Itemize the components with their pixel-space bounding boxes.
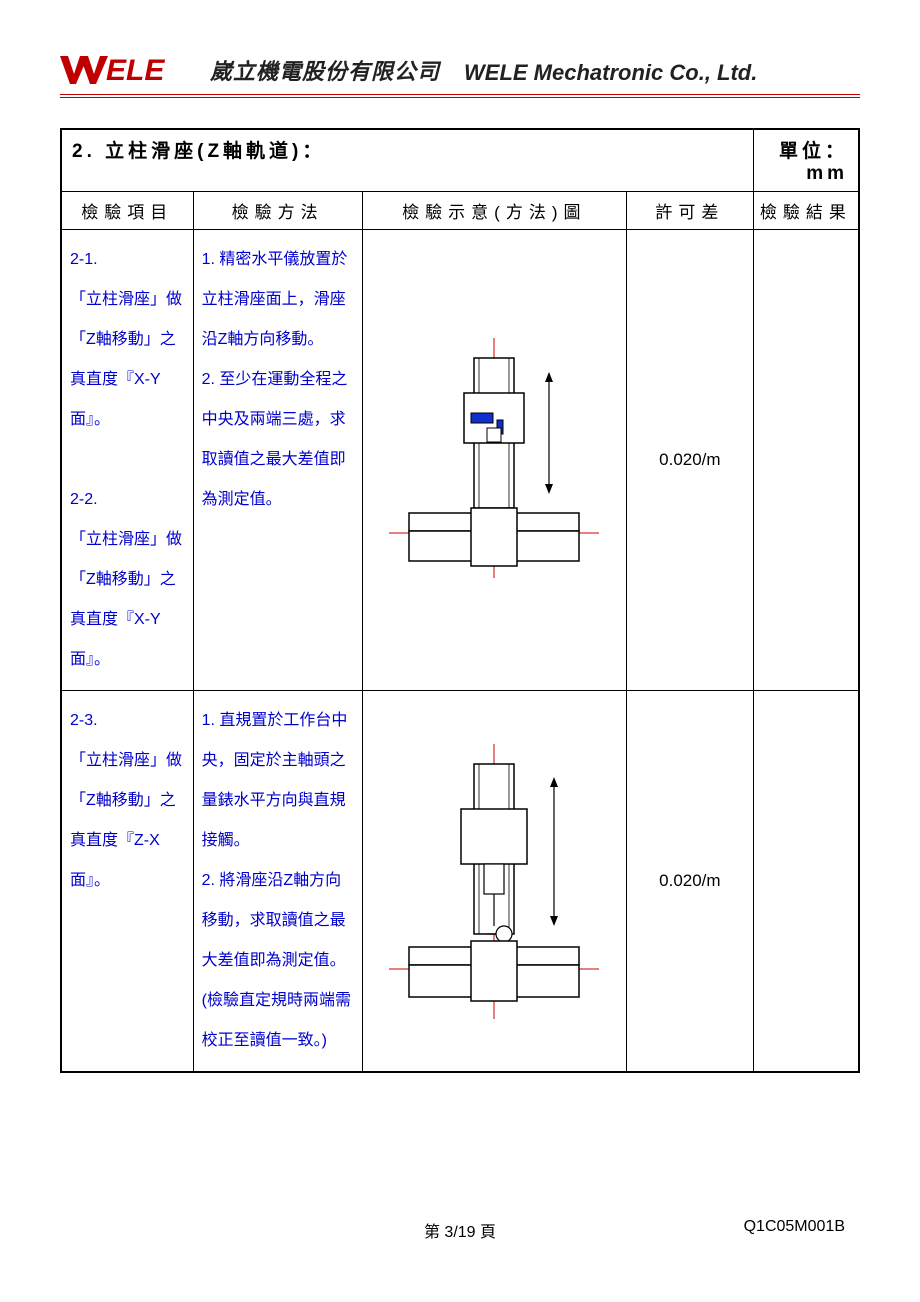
diagram-2-1-icon bbox=[379, 328, 609, 588]
page-header: ELE 崴立機電股份有限公司 WELE Mechatronic Co., Ltd… bbox=[60, 50, 860, 86]
col-header-item: 檢驗項目 bbox=[61, 192, 193, 230]
item-cell: 2-1. 「立柱滑座」做「Z軸移動」之真直度『X-Y面』。 2-2. 「立柱滑座… bbox=[61, 230, 193, 691]
diagram-cell bbox=[362, 691, 626, 1073]
company-logo: ELE bbox=[60, 50, 200, 86]
result-cell bbox=[753, 691, 859, 1073]
tolerance-cell: 0.020/m bbox=[626, 691, 753, 1073]
table-row: 2-1. 「立柱滑座」做「Z軸移動」之真直度『X-Y面』。 2-2. 「立柱滑座… bbox=[61, 230, 859, 691]
logo-text: ELE bbox=[106, 54, 165, 86]
col-header-result: 檢驗結果 bbox=[753, 192, 859, 230]
item-cell: 2-3. 「立柱滑座」做「Z軸移動」之真直度『Z-X面』。 bbox=[61, 691, 193, 1073]
method-cell: 1. 精密水平儀放置於立柱滑座面上，滑座沿Z軸方向移動。 2. 至少在運動全程之… bbox=[193, 230, 362, 691]
page-footer: 第 3/19 頁 Q1C05M001B bbox=[0, 1218, 920, 1242]
section-header-row: 2. 立柱滑座(Z軸軌道)： 單位：mm bbox=[61, 129, 859, 192]
header-rule bbox=[60, 94, 860, 98]
result-cell bbox=[753, 230, 859, 691]
inspection-table: 2. 立柱滑座(Z軸軌道)： 單位：mm 檢驗項目 檢驗方法 檢驗示意(方法)圖… bbox=[60, 128, 860, 1073]
table-row: 2-3. 「立柱滑座」做「Z軸移動」之真直度『Z-X面』。 1. 直規置於工作台… bbox=[61, 691, 859, 1073]
section-title: 2. 立柱滑座(Z軸軌道)： bbox=[61, 129, 753, 192]
company-name-en: WELE Mechatronic Co., Ltd. bbox=[464, 60, 757, 86]
col-header-method: 檢驗方法 bbox=[193, 192, 362, 230]
document-id: Q1C05M001B bbox=[744, 1218, 845, 1236]
method-cell: 1. 直規置於工作台中央，固定於主軸頭之量錶水平方向與直規接觸。 2. 將滑座沿… bbox=[193, 691, 362, 1073]
company-name-cn: 崴立機電股份有限公司 bbox=[210, 54, 440, 86]
tolerance-cell: 0.020/m bbox=[626, 230, 753, 691]
column-header-row: 檢驗項目 檢驗方法 檢驗示意(方法)圖 許可差 檢驗結果 bbox=[61, 192, 859, 230]
page-number: 第 3/19 頁 bbox=[424, 1218, 496, 1242]
diagram-2-3-icon bbox=[379, 729, 609, 1029]
section-unit: 單位：mm bbox=[753, 129, 859, 192]
diagram-cell bbox=[362, 230, 626, 691]
col-header-tolerance: 許可差 bbox=[626, 192, 753, 230]
col-header-diagram: 檢驗示意(方法)圖 bbox=[362, 192, 626, 230]
